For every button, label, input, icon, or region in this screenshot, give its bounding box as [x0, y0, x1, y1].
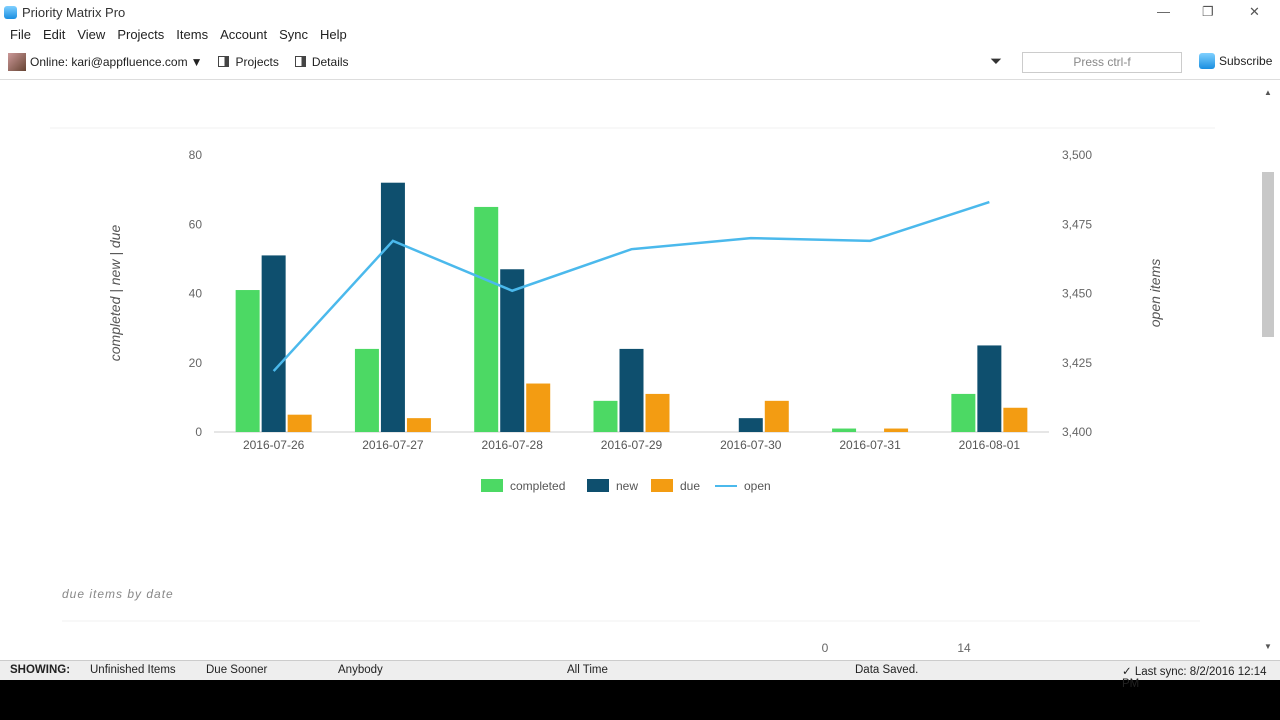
filter-icon[interactable]: ⏷ — [990, 53, 1003, 70]
bar-new — [380, 182, 405, 432]
y2-tick-label: 3,450 — [1062, 287, 1092, 301]
legend-swatch-due — [651, 479, 673, 492]
y2-axis-label: open items — [1147, 259, 1163, 327]
bar-new — [619, 348, 644, 432]
bar-new — [977, 345, 1002, 432]
x-tick-label: 2016-07-29 — [601, 438, 663, 452]
details-toggle[interactable]: Details — [294, 54, 349, 69]
subscribe-label: Subscribe — [1219, 54, 1273, 68]
projects-toggle[interactable]: Projects — [218, 54, 279, 69]
bar-completed — [474, 206, 499, 432]
legend-swatch-completed — [481, 479, 503, 492]
panel-icon — [294, 56, 306, 67]
app-icon — [4, 5, 17, 19]
y2-tick-label: 3,500 — [1062, 148, 1092, 162]
bar-due — [764, 400, 789, 432]
x-tick-label: 2016-07-27 — [362, 438, 424, 452]
panel-icon — [218, 56, 230, 67]
y-tick-label: 40 — [189, 287, 203, 301]
app-window: Priority Matrix Pro — ❐ ✕ File Edit View… — [0, 0, 1280, 680]
y-tick-label: 80 — [189, 148, 203, 162]
bar-completed — [235, 290, 260, 432]
y2-tick-label: 3,400 — [1062, 425, 1092, 439]
menu-items[interactable]: Items — [176, 26, 209, 42]
subscribe-icon — [1199, 53, 1215, 69]
menu-sync[interactable]: Sync — [279, 26, 308, 42]
menu-account[interactable]: Account — [220, 26, 268, 42]
bar-due — [1003, 407, 1028, 432]
y-tick-label: 20 — [189, 356, 203, 370]
chevron-down-icon[interactable]: ▼ — [190, 54, 203, 69]
bar-new — [500, 269, 525, 432]
report-content: 0 20 40 60 80 3,400 3,425 3,450 3,475 3,500 2016-0… — [0, 81, 1258, 658]
scrollbar-thumb[interactable] — [1262, 172, 1274, 337]
menu-projects[interactable]: Projects — [117, 26, 165, 42]
bar-due — [406, 418, 431, 432]
y2-tick-label: 3,425 — [1062, 356, 1092, 370]
legend-swatch-new — [587, 479, 609, 492]
bar-due — [645, 393, 670, 432]
filter-items[interactable]: Unfinished Items — [90, 664, 176, 676]
x-tick-label: 2016-07-31 — [839, 438, 901, 452]
showing-label: SHOWING: — [10, 664, 71, 676]
menu-bar: File Edit View Projects Items Account Sy… — [0, 24, 1280, 44]
legend-label-new: new — [616, 479, 638, 493]
filter-assignee[interactable]: Anybody — [338, 664, 383, 676]
user-status-dropdown[interactable]: Online: kari@appfluence.com — [30, 54, 188, 69]
vertical-scrollbar[interactable]: ▲ ▼ — [1260, 84, 1276, 656]
filter-time[interactable]: All Time — [567, 664, 608, 676]
window-title: Priority Matrix Pro — [22, 4, 126, 20]
x-tick-label: 2016-07-26 — [243, 438, 305, 452]
save-status: Data Saved. — [855, 664, 919, 676]
bar-due — [884, 428, 909, 432]
tick-label: 14 — [957, 641, 971, 655]
close-button[interactable]: ✕ — [1249, 4, 1260, 19]
status-bar: SHOWING: Unfinished Items Due Sooner Any… — [0, 660, 1280, 690]
search-input[interactable]: Press ctrl-f — [1022, 52, 1182, 73]
y-tick-label: 60 — [189, 217, 203, 231]
filter-sort[interactable]: Due Sooner — [206, 664, 268, 676]
toolbar: Online: kari@appfluence.com ▼ Projects D… — [0, 44, 1280, 80]
details-label: Details — [311, 54, 349, 69]
bar-new — [261, 255, 286, 432]
x-tick-label: 2016-07-30 — [720, 438, 782, 452]
y2-tick-label: 3,475 — [1062, 217, 1092, 231]
projects-label: Projects — [235, 54, 279, 69]
bar-new — [738, 418, 763, 432]
x-tick-label: 2016-08-01 — [959, 438, 1021, 452]
scroll-up-icon[interactable]: ▲ — [1264, 88, 1272, 97]
legend-label-due: due — [680, 479, 700, 493]
subscribe-button[interactable]: Subscribe — [1199, 53, 1272, 69]
menu-view[interactable]: View — [77, 26, 106, 42]
menu-edit[interactable]: Edit — [42, 26, 66, 42]
minimize-button[interactable]: — — [1157, 4, 1170, 19]
title-bar: Priority Matrix Pro — ❐ ✕ — [0, 0, 1280, 24]
bar-completed — [593, 400, 618, 432]
bar-completed — [951, 393, 976, 432]
legend-label-completed: completed — [510, 479, 565, 493]
x-tick-label: 2016-07-28 — [482, 438, 544, 452]
menu-file[interactable]: File — [10, 26, 31, 42]
tick-label: 0 — [822, 641, 829, 655]
menu-help[interactable]: Help — [319, 26, 347, 42]
last-sync: ✓ Last sync: 8/2/2016 12:14 PM — [1122, 666, 1267, 690]
y-tick-label: 0 — [195, 425, 202, 439]
avatar[interactable] — [8, 52, 26, 71]
activity-chart: 0 20 40 60 80 3,400 3,425 3,450 3,475 3,500 2016-0… — [50, 127, 1215, 655]
line-open — [272, 200, 990, 372]
section-title: due items by date — [62, 587, 174, 601]
restore-button[interactable]: ❐ — [1202, 4, 1214, 19]
bar-due — [287, 414, 312, 432]
legend-label-open: open — [744, 479, 771, 493]
bar-completed — [354, 348, 379, 432]
bar-due — [526, 383, 551, 432]
y-axis-label: completed | new | due — [107, 225, 123, 362]
scroll-down-icon[interactable]: ▼ — [1264, 642, 1272, 651]
bar-completed — [832, 428, 857, 432]
